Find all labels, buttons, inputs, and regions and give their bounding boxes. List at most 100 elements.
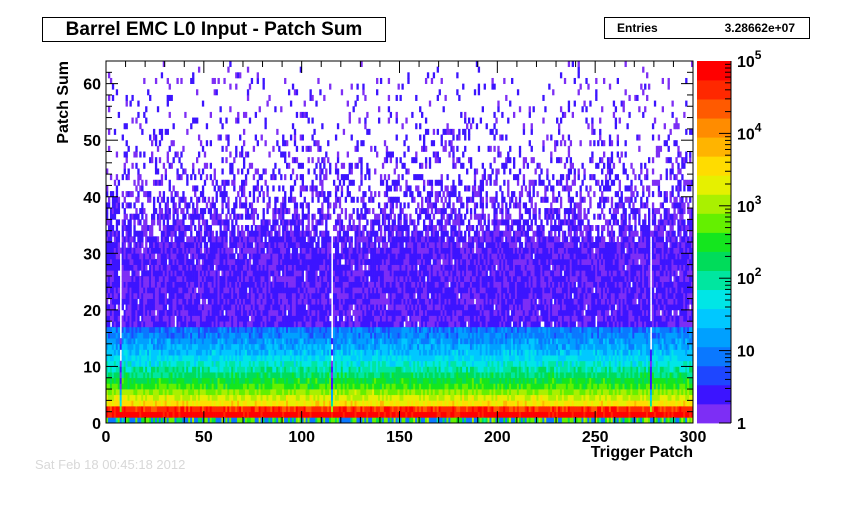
heat-cell (299, 343, 303, 350)
heat-cell (213, 394, 216, 401)
heat-cell (211, 417, 214, 424)
heat-cell (209, 275, 213, 282)
heat-cell (149, 406, 152, 413)
heat-cell (336, 394, 340, 401)
heat-cell (147, 372, 150, 379)
heat-cell (213, 242, 216, 249)
heat-cell (348, 247, 351, 254)
heat-cell (260, 253, 263, 260)
heat-cell (145, 242, 148, 249)
heat-cell (344, 372, 348, 379)
heat-cell (291, 264, 295, 271)
heat-cell (209, 242, 213, 249)
heat-cell (107, 230, 111, 237)
heat-cell (248, 281, 252, 288)
heat-cell (241, 400, 244, 407)
heat-cell (231, 179, 234, 186)
heat-cell (117, 309, 121, 316)
heat-cell (201, 253, 205, 260)
heat-cell (346, 389, 349, 396)
heat-cell (170, 287, 173, 294)
heat-cell (213, 406, 216, 413)
heat-cell (178, 219, 181, 226)
heat-cell (156, 264, 160, 271)
heat-cell (311, 338, 314, 345)
heat-cell (315, 349, 318, 356)
heat-cell (241, 355, 244, 362)
heat-cell (307, 366, 310, 373)
heat-cell (291, 394, 295, 401)
heat-cell (139, 417, 142, 424)
heat-cell (119, 417, 123, 424)
heat-cell (239, 264, 242, 271)
heat-cell (303, 355, 306, 362)
heat-cell (207, 236, 211, 243)
heat-cell (164, 377, 168, 384)
heat-cell (119, 343, 123, 350)
heat-cell (199, 321, 203, 328)
heat-cell (272, 377, 275, 384)
heat-cell (323, 372, 326, 379)
heat-cell (160, 372, 164, 379)
heat-cell (282, 208, 285, 215)
heat-cell (190, 123, 193, 130)
heat-cell (201, 343, 205, 350)
heat-cell (299, 326, 303, 333)
heat-cell (235, 417, 238, 424)
heat-cell (131, 417, 134, 424)
heat-cell (166, 94, 169, 101)
heat-cell (156, 219, 160, 226)
heat-cell (119, 366, 123, 373)
heat-cell (256, 281, 259, 288)
heat-cell (348, 338, 351, 345)
heat-cell (164, 349, 168, 356)
heat-cell (252, 326, 256, 333)
heat-cell (274, 213, 277, 220)
heat-cell (264, 298, 267, 305)
heat-cell (254, 292, 258, 299)
heat-cell (264, 360, 267, 367)
heat-cell (199, 191, 203, 198)
heat-cell (317, 383, 320, 390)
heat-cell (307, 208, 310, 215)
heat-cell (242, 315, 246, 322)
heat-cell (117, 383, 121, 390)
heat-cell (242, 281, 246, 288)
heat-cell (149, 338, 152, 345)
heat-cell (196, 360, 199, 367)
heat-cell (180, 377, 183, 384)
heat-cell (268, 383, 271, 390)
heat-cell (309, 298, 312, 305)
heat-cell (203, 309, 207, 316)
heat-cell (276, 389, 279, 396)
heat-cell (201, 185, 205, 192)
heat-cell (266, 247, 269, 254)
heat-cell (348, 264, 351, 271)
heat-cell (176, 360, 179, 367)
heat-cell (286, 389, 289, 396)
heat-cell (125, 281, 128, 288)
heat-cell (287, 292, 291, 299)
heat-cell (123, 292, 126, 299)
heat-cell (115, 321, 119, 328)
heat-cell (286, 377, 289, 384)
heat-cell (338, 338, 342, 345)
heat-cell (233, 202, 236, 209)
heat-cell (348, 383, 351, 390)
heat-cell (264, 168, 267, 175)
heat-cell (205, 309, 209, 316)
heat-cell (280, 304, 283, 311)
heat-cell (123, 275, 126, 282)
heat-cell (137, 338, 140, 345)
heat-cell (295, 292, 299, 299)
heat-cell (186, 321, 189, 328)
heat-cell (338, 298, 342, 305)
heat-cell (225, 417, 228, 424)
heat-cell (287, 355, 291, 362)
heat-cell (248, 287, 252, 294)
heat-cell (194, 417, 197, 424)
heat-cell (278, 315, 281, 322)
heat-cell (276, 258, 279, 265)
heat-cell (239, 281, 242, 288)
heat-cell (242, 270, 246, 277)
